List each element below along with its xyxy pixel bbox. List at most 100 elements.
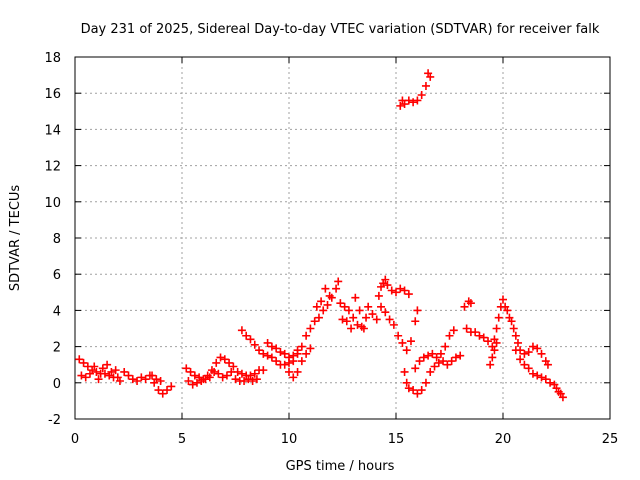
data-point xyxy=(349,313,358,322)
data-point xyxy=(347,324,356,333)
data-point xyxy=(128,375,137,384)
data-point xyxy=(327,293,336,302)
data-point xyxy=(541,375,550,384)
data-point xyxy=(409,386,418,395)
data-point xyxy=(417,386,426,395)
data-point xyxy=(323,300,332,309)
grid xyxy=(75,57,610,419)
x-tick-label: 10 xyxy=(281,432,298,447)
data-point xyxy=(362,313,371,322)
data-point xyxy=(507,317,516,326)
y-tick-label: 0 xyxy=(53,377,61,392)
data-point xyxy=(156,376,165,385)
data-point xyxy=(490,346,499,355)
data-point xyxy=(237,326,246,335)
data-point xyxy=(212,358,221,367)
data-point xyxy=(240,376,249,385)
data-point xyxy=(317,297,326,306)
data-point xyxy=(415,357,424,366)
data-point xyxy=(201,375,210,384)
data-point xyxy=(537,349,546,358)
data-point xyxy=(558,393,567,402)
data-point xyxy=(222,371,231,380)
data-point xyxy=(92,367,101,376)
data-point xyxy=(413,389,422,398)
data-point xyxy=(148,371,157,380)
data-point xyxy=(389,320,398,329)
data-point xyxy=(242,331,251,340)
data-point xyxy=(413,96,422,105)
data-point xyxy=(492,324,501,333)
data-point xyxy=(220,355,229,364)
data-point xyxy=(432,353,441,362)
data-point xyxy=(524,348,533,357)
data-point xyxy=(229,362,238,371)
data-point xyxy=(263,338,272,347)
data-point xyxy=(520,360,529,369)
data-point xyxy=(248,376,257,385)
data-point xyxy=(441,342,450,351)
y-tick-label: 6 xyxy=(53,268,61,283)
data-point xyxy=(385,315,394,324)
y-axis: -2 0 2 4 6 8 10 12 14 16 18 xyxy=(44,51,610,428)
data-point xyxy=(218,373,227,382)
data-point xyxy=(332,284,341,293)
data-point xyxy=(103,360,112,369)
data-point xyxy=(276,348,285,357)
data-point xyxy=(475,331,484,340)
data-point xyxy=(289,351,298,360)
data-point xyxy=(237,369,246,378)
data-point xyxy=(77,371,86,380)
data-point xyxy=(486,360,495,369)
data-point xyxy=(424,351,433,360)
data-point xyxy=(321,284,330,293)
data-point xyxy=(466,299,475,308)
data-point xyxy=(443,360,452,369)
data-point xyxy=(94,375,103,384)
data-point xyxy=(394,331,403,340)
data-point xyxy=(167,382,176,391)
data-point xyxy=(263,351,272,360)
data-point xyxy=(285,367,293,376)
data-point xyxy=(342,317,351,326)
data-point xyxy=(336,299,345,308)
data-point xyxy=(297,342,306,351)
y-tick-label: 16 xyxy=(44,87,61,102)
data-point xyxy=(319,306,328,315)
data-point xyxy=(368,310,377,319)
data-point xyxy=(293,367,302,376)
data-point xyxy=(400,367,409,376)
data-point xyxy=(449,326,458,335)
data-series xyxy=(75,69,567,402)
data-point xyxy=(259,349,268,358)
data-point xyxy=(439,357,448,366)
data-point xyxy=(404,384,413,393)
data-point xyxy=(411,317,420,326)
data-point xyxy=(533,344,542,353)
data-point xyxy=(351,293,360,302)
data-point xyxy=(499,295,507,304)
data-point xyxy=(244,375,253,384)
data-point xyxy=(280,360,289,369)
data-point xyxy=(188,380,197,389)
data-point xyxy=(272,344,281,353)
data-point xyxy=(398,96,407,105)
y-tick-label: -2 xyxy=(48,413,61,428)
data-point xyxy=(302,349,311,358)
data-point xyxy=(214,369,223,378)
data-point xyxy=(75,355,84,364)
data-point xyxy=(492,338,501,347)
data-point xyxy=(100,369,109,378)
data-point xyxy=(154,386,163,395)
data-point xyxy=(520,349,529,358)
chart-title: Day 231 of 2025, Sidereal Day-to-day VTE… xyxy=(81,22,600,37)
data-point xyxy=(186,367,195,376)
data-point xyxy=(205,373,214,382)
data-point xyxy=(471,328,480,337)
y-tick-label: 14 xyxy=(44,123,61,138)
data-point xyxy=(396,101,405,110)
data-point xyxy=(250,369,259,378)
data-point xyxy=(293,346,302,355)
x-tick-label: 25 xyxy=(602,432,619,447)
data-point xyxy=(406,337,415,346)
